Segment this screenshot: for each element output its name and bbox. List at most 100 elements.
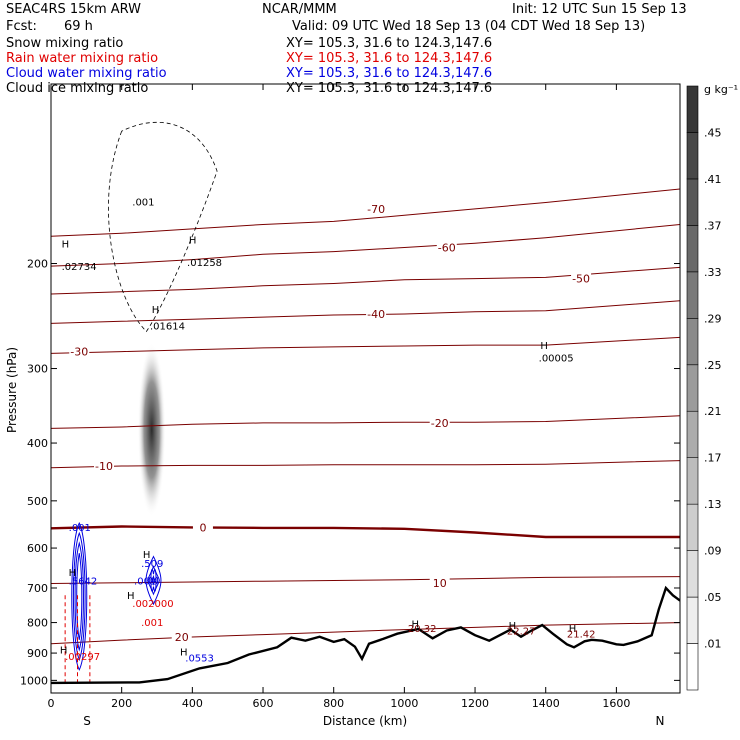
field-name-rain: Rain water mixing ratio <box>6 51 158 66</box>
colorbar-swatch <box>686 364 699 412</box>
x-tick-label: 400 <box>182 697 203 710</box>
cloud-water-contour <box>71 522 88 671</box>
snow-shading <box>137 342 166 517</box>
temperature-contour <box>51 622 680 645</box>
colorbar-swatch <box>686 596 699 644</box>
x-tick-label: 1000 <box>390 697 418 710</box>
field-xy-rain: XY= 105.3, 31.6 to 124.3,147.6 <box>286 51 492 66</box>
terrain-line <box>51 585 680 685</box>
colorbar-tick-label: .21 <box>704 405 722 418</box>
y-axis-label: Pressure (hPa) <box>5 347 19 433</box>
endpoint-left-label: S <box>83 714 91 728</box>
max-value-label: .0553 <box>185 654 214 665</box>
max-marker-h: H <box>127 591 135 602</box>
max-marker-h: H <box>509 621 517 632</box>
field-name-snow: Snow mixing ratio <box>6 36 123 51</box>
contour-label-bg <box>366 306 387 319</box>
temperature-contour-label: -10 <box>95 460 113 473</box>
cloud-water-contour <box>147 565 160 596</box>
max-value-label: .001 <box>134 576 156 587</box>
colorbar-swatch <box>686 457 699 505</box>
init-time: Init: 12 UTC Sun 15 Sep 13 <box>512 2 687 17</box>
contour-label-bg <box>571 271 592 284</box>
max-value-label: .001 <box>69 523 91 534</box>
temperature-contour <box>51 336 680 354</box>
max-value-label: 22.27 <box>507 627 536 638</box>
colorbar-tick-label: .41 <box>704 173 722 186</box>
contour-label-bg <box>366 201 387 214</box>
y-tick-label: 400 <box>27 437 48 450</box>
y-tick-label: 300 <box>27 363 48 376</box>
temperature-contour <box>51 525 680 539</box>
temperature-contour-label: -60 <box>438 241 456 254</box>
x-tick-label: 1200 <box>461 697 489 710</box>
cloud-water-contour <box>150 569 157 592</box>
max-marker-h: H <box>143 550 151 561</box>
temperature-contour-label: -50 <box>572 273 590 286</box>
colorbar-swatch <box>686 318 699 366</box>
field-xy-cloud-ice: XY= 105.3, 31.6 to 124.3,147.6 <box>286 81 492 96</box>
temperature-contour <box>51 300 680 324</box>
axes: 0 200 400 600 800 1000 1200 1400 160020030040050… <box>20 83 681 710</box>
colorbar-swatch <box>686 225 699 273</box>
colorbar-tick-label: .17 <box>704 452 722 465</box>
y-tick-label: 200 <box>27 258 48 271</box>
y-tick-label: 1000 <box>20 674 48 687</box>
cloud-water-contour <box>76 553 83 640</box>
colorbar-unit: g kg⁻¹ <box>704 83 738 96</box>
model-title: SEAC4RS 15km ARW <box>6 2 141 17</box>
plot-frame <box>50 83 681 694</box>
contour-label-bg <box>429 415 450 428</box>
temperature-contour <box>51 415 680 429</box>
max-marker-h: H <box>152 305 160 316</box>
y-tick-label: 800 <box>27 617 48 630</box>
temperature-contour-label: -20 <box>431 417 449 430</box>
cloud-water-contour <box>72 531 86 662</box>
colorbar-swatch <box>686 178 699 226</box>
temperature-contour <box>51 576 680 584</box>
colorbar-tick-label: .29 <box>704 312 722 325</box>
temperature-contour <box>51 188 680 237</box>
colorbar-tick-label: .37 <box>704 219 722 232</box>
max-marker-h: H <box>180 647 188 658</box>
colorbar-swatch <box>686 85 699 133</box>
colorbar: .01 .05 .09 .13 .17 .21 .25 .29 .33 .37 .41 .45 <box>686 85 722 691</box>
temperature-contour <box>51 224 680 267</box>
y-tick-label: 900 <box>27 647 48 660</box>
contour-label-bg <box>171 630 192 643</box>
y-tick-label: 500 <box>27 495 48 508</box>
max-value-label: .00005 <box>539 354 574 365</box>
colorbar-tick-label: .05 <box>704 591 722 604</box>
colorbar-swatch <box>686 271 699 319</box>
x-axis-label: Distance (km) <box>323 714 407 728</box>
max-marker-h: H <box>189 235 197 246</box>
contour-label-bg <box>429 575 450 588</box>
field-xy-snow: XY= 105.3, 31.6 to 124.3,147.6 <box>286 36 492 51</box>
center-title: NCAR/MMM <box>262 2 337 17</box>
temperature-contour <box>51 460 680 469</box>
max-value-label: .01614 <box>150 321 185 332</box>
cloud-ice-contour <box>108 121 218 333</box>
contour-label-bg <box>436 240 457 253</box>
colorbar-tick-label: .13 <box>704 498 722 511</box>
colorbar-tick-label: .45 <box>704 126 722 139</box>
colorbar-tick-label: .33 <box>704 266 722 279</box>
contour-label-bg <box>69 344 90 357</box>
max-marker-h: H <box>62 239 70 250</box>
colorbar-swatch <box>686 643 699 691</box>
max-value-label: 21.42 <box>567 630 596 641</box>
temperature-contour-label: -40 <box>367 308 385 321</box>
x-tick-label: 1400 <box>532 697 560 710</box>
colorbar-tick-label: .25 <box>704 359 722 372</box>
fcst-label: Fcst: <box>6 19 37 34</box>
field-name-cloud-water: Cloud water mixing ratio <box>6 66 167 81</box>
max-value-label: .001 <box>132 198 154 209</box>
x-tick-label: 0 <box>48 697 55 710</box>
field-xy-cloud-water: XY= 105.3, 31.6 to 124.3,147.6 <box>286 66 492 81</box>
colorbar-swatch <box>686 132 699 180</box>
field-name-cloud-ice: Cloud ice mixing ratio <box>6 81 148 96</box>
max-value-label: .002000 <box>132 599 173 610</box>
